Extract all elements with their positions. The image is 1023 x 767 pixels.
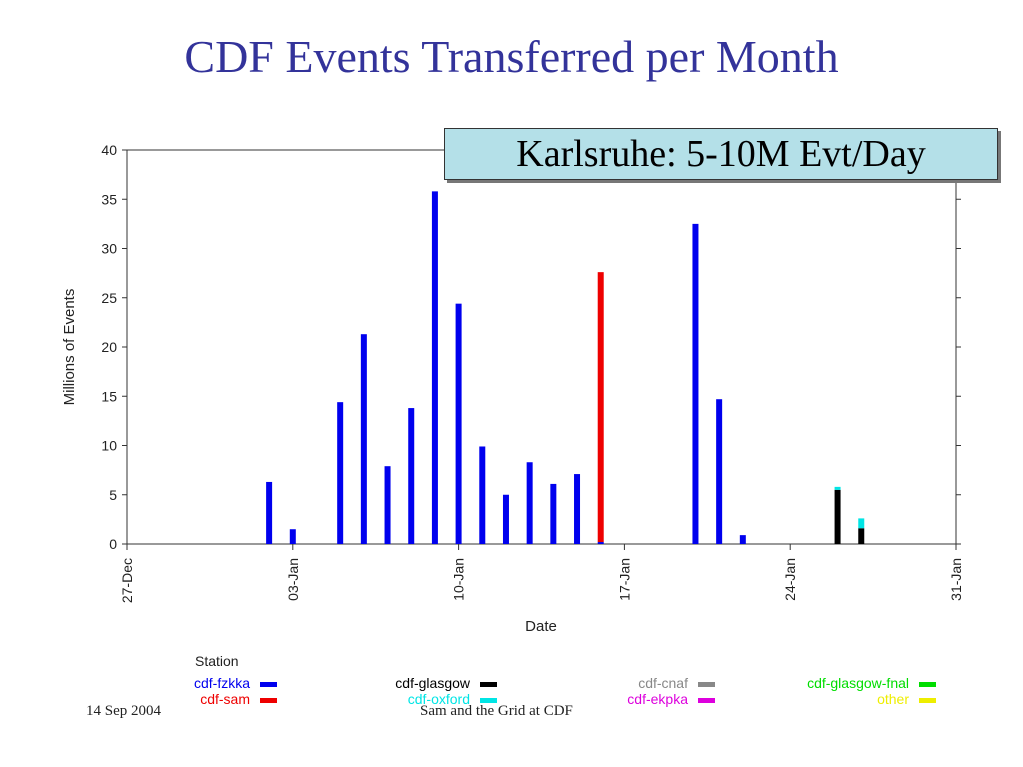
y-axis-title: Millions of Events — [61, 289, 78, 406]
x-axis: 27-Dec 03-Jan 10-Jan 17-Jan 24-Jan 31-Jan — [119, 544, 964, 603]
legend-item-cdf-cnaf: cdf-cnaf — [578, 675, 715, 691]
legend-label: cdf-oxford — [407, 691, 470, 707]
y-tick-label: 25 — [101, 290, 117, 306]
bar-cdf-oxford-27-Jan — [858, 518, 865, 529]
bar-cdf-fzkka-20-Jan — [692, 223, 699, 544]
x-tick-label: 27-Dec — [119, 558, 135, 603]
bar-cdf-glasgow-26-Jan — [834, 489, 841, 544]
bar-cdf-fzkka-2-Jan — [266, 481, 273, 544]
legend-label: other — [877, 691, 909, 707]
bar-cdf-sam-16-Jan — [597, 272, 604, 543]
bar-cdf-fzkka-14-Jan — [550, 483, 557, 544]
bar-cdf-fzkka-10-Jan — [455, 303, 462, 544]
bar-cdf-fzkka-12-Jan — [502, 494, 509, 544]
bar-cdf-fzkka-7-Jan — [384, 466, 391, 544]
bar-cdf-glasgow-27-Jan — [858, 528, 865, 544]
legend-swatch — [919, 681, 936, 687]
legend-item-cdf-glasgow-fnal: cdf-glasgow-fnal — [752, 675, 936, 691]
legend-item-cdf-ekpka: cdf-ekpka — [578, 691, 715, 707]
y-tick-label: 0 — [109, 536, 117, 552]
legend-item-cdf-sam: cdf-sam — [150, 691, 277, 707]
y-tick-label: 10 — [101, 438, 117, 454]
legend-swatch — [919, 697, 936, 703]
y-tick-label: 35 — [101, 191, 117, 207]
legend-swatch — [698, 697, 715, 703]
y-tick-label: 5 — [109, 487, 117, 503]
bar-cdf-fzkka-21-Jan — [716, 399, 723, 544]
legend-swatch — [480, 697, 497, 703]
legend-label: cdf-ekpka — [627, 691, 688, 707]
legend-label: cdf-glasgow-fnal — [807, 675, 909, 691]
legend-item-cdf-glasgow: cdf-glasgow — [340, 675, 497, 691]
x-axis-title: Date — [525, 618, 557, 635]
footer-date: 14 Sep 2004 — [86, 703, 161, 719]
bar-cdf-fzkka-22-Jan — [739, 535, 746, 544]
bar-cdf-fzkka-3-Jan — [289, 529, 296, 544]
legend-item-other: other — [752, 691, 936, 707]
legend-label: cdf-glasgow — [395, 675, 470, 691]
legend-label: cdf-sam — [200, 691, 250, 707]
x-tick-label: 10-Jan — [451, 558, 467, 601]
y-tick-label: 20 — [101, 339, 117, 355]
bar-cdf-fzkka-13-Jan — [526, 462, 533, 544]
legend-title: Station — [195, 653, 239, 669]
callout-box: Karlsruhe: 5-10M Evt/Day — [444, 128, 998, 180]
plot-frame — [126, 149, 957, 545]
legend-label: cdf-fzkka — [193, 675, 250, 691]
bar-cdf-fzkka-16-Jan — [597, 542, 604, 544]
bar-cdf-fzkka-5-Jan — [337, 402, 344, 544]
legend-item-cdf-oxford: cdf-oxford — [340, 691, 497, 707]
y-tick-label: 40 — [101, 142, 117, 158]
y-axis: 0 5 10 15 20 25 30 35 40 — [101, 142, 961, 552]
y-tick-label: 15 — [101, 388, 117, 404]
y-tick-label: 30 — [101, 241, 117, 257]
footer-center: Sam and the Grid at CDF — [420, 703, 573, 719]
slide-title: CDF Events Transferred per Month — [184, 31, 839, 82]
x-tick-label: 17-Jan — [616, 558, 632, 601]
bar-cdf-fzkka-9-Jan — [431, 191, 438, 544]
bar-cdf-fzkka-15-Jan — [574, 474, 581, 544]
bar-cdf-fzkka-6-Jan — [360, 334, 367, 544]
x-tick-label: 03-Jan — [285, 558, 301, 601]
x-tick-label: 24-Jan — [782, 558, 798, 601]
bar-cdf-fzkka-8-Jan — [408, 408, 415, 544]
legend-item-cdf-fzkka: cdf-fzkka — [150, 675, 277, 691]
legend-swatch — [698, 681, 715, 687]
legend-swatch — [260, 697, 277, 703]
legend-swatch — [480, 681, 497, 687]
bar-cdf-oxford-26-Jan — [834, 486, 841, 490]
x-tick-label: 31-Jan — [948, 558, 964, 601]
bar-cdf-fzkka-11-Jan — [479, 446, 486, 544]
legend-swatch — [260, 681, 277, 687]
bars-layer — [266, 191, 865, 544]
legend-label: cdf-cnaf — [638, 675, 688, 691]
